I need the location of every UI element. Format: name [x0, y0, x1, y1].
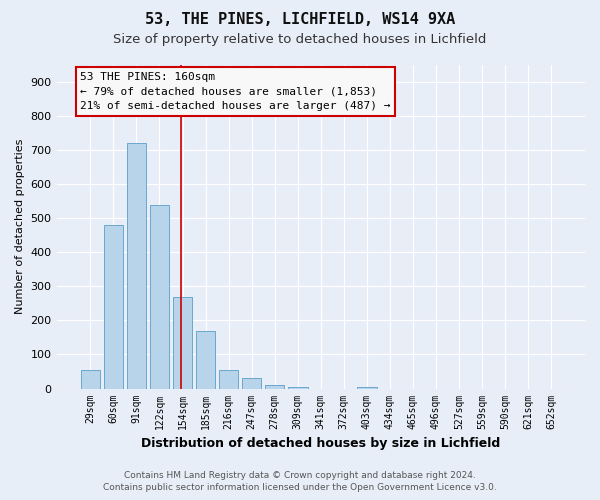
Text: 53 THE PINES: 160sqm
← 79% of detached houses are smaller (1,853)
21% of semi-de: 53 THE PINES: 160sqm ← 79% of detached h… [80, 72, 391, 112]
Bar [173, 296, 193, 388]
Bar [149, 204, 169, 388]
Bar [219, 370, 238, 388]
Bar [127, 144, 146, 388]
Bar [104, 225, 123, 388]
Bar [265, 385, 284, 388]
Bar [196, 330, 215, 388]
Y-axis label: Number of detached properties: Number of detached properties [15, 139, 25, 314]
X-axis label: Distribution of detached houses by size in Lichfield: Distribution of detached houses by size … [141, 437, 500, 450]
Bar [288, 387, 308, 388]
Bar [242, 378, 262, 388]
Text: Contains HM Land Registry data © Crown copyright and database right 2024.
Contai: Contains HM Land Registry data © Crown c… [103, 471, 497, 492]
Bar [357, 387, 377, 388]
Text: Size of property relative to detached houses in Lichfield: Size of property relative to detached ho… [113, 32, 487, 46]
Text: 53, THE PINES, LICHFIELD, WS14 9XA: 53, THE PINES, LICHFIELD, WS14 9XA [145, 12, 455, 28]
Bar [80, 370, 100, 388]
